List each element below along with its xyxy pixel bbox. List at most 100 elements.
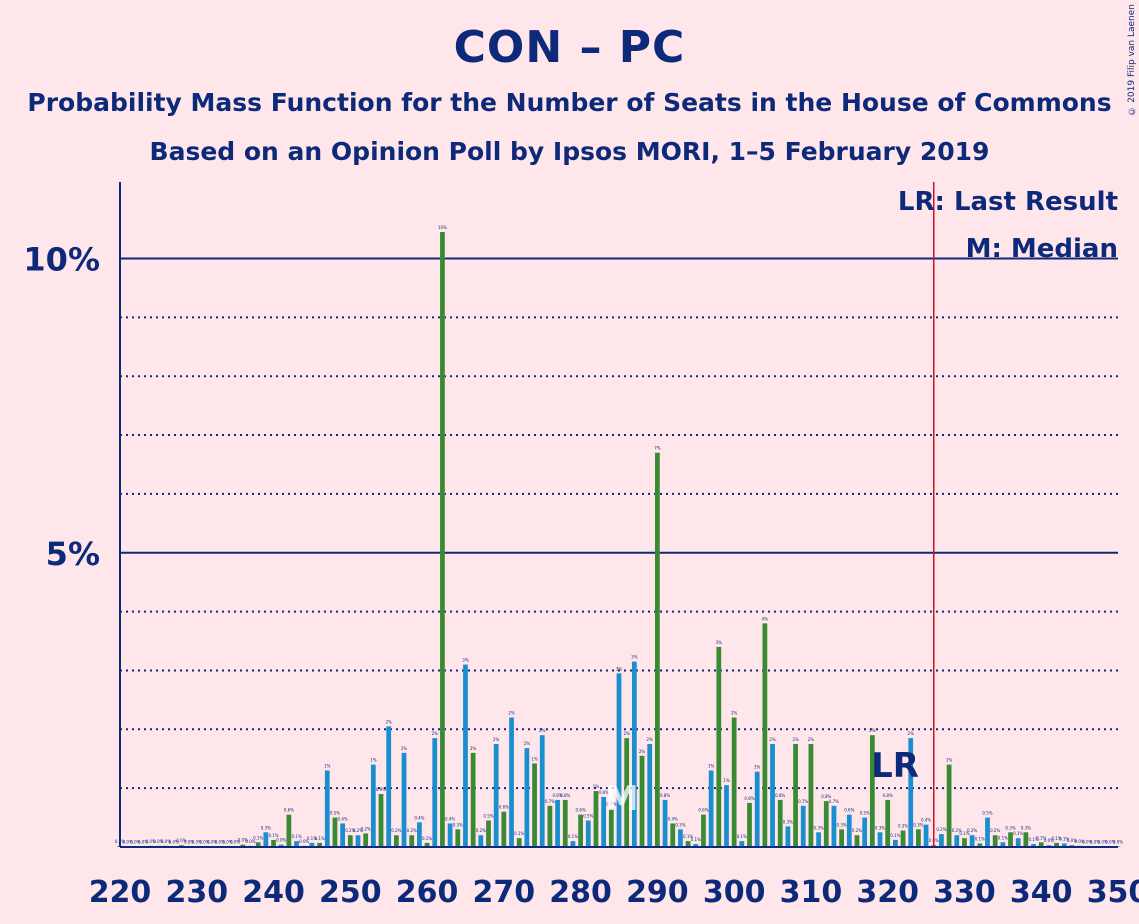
x-tick-label: 300 xyxy=(703,875,766,910)
bar-seat-240 xyxy=(271,839,276,847)
bar-seat-318 xyxy=(869,735,875,847)
bar-value-label: 2% xyxy=(731,711,738,716)
bar-value-label: 0.2% xyxy=(967,828,977,833)
bar-seat-277 xyxy=(555,799,560,847)
chart-title: CON – PC xyxy=(453,22,686,73)
bar-value-label: 0.0% xyxy=(1067,838,1077,843)
bar-seat-280 xyxy=(578,814,583,847)
bar-value-label: 0.1% xyxy=(307,836,317,841)
bar-value-label: 0.3% xyxy=(261,825,271,830)
bar-seat-253 xyxy=(370,764,376,847)
bar-value-label: 2% xyxy=(769,737,776,742)
bar-value-label: 0.2% xyxy=(952,828,962,833)
x-tick-label: 280 xyxy=(549,875,612,910)
bar-value-label: 0.1% xyxy=(1059,836,1069,841)
bar-value-label: 0.1% xyxy=(1036,835,1046,840)
bar-seat-334 xyxy=(992,835,998,847)
bar-seat-236 xyxy=(240,844,246,847)
bar-seat-300 xyxy=(731,717,737,847)
bar-seat-281 xyxy=(585,820,591,847)
bar-seat-320 xyxy=(885,799,891,847)
bar-value-label: 2% xyxy=(508,711,515,716)
x-tick-label: 320 xyxy=(856,875,919,910)
bar-seat-246 xyxy=(317,842,322,847)
bar-value-label: 0.8% xyxy=(660,793,670,798)
bar-seat-260 xyxy=(424,842,430,847)
x-tick-label: 330 xyxy=(933,875,996,910)
bar-seat-243 xyxy=(294,841,299,847)
bar-value-label: 0.9% xyxy=(376,787,386,792)
bar-seat-316 xyxy=(854,835,860,847)
last-result-label: LR xyxy=(871,746,919,786)
bar-value-label: 0.6% xyxy=(844,808,854,813)
bar-seat-273 xyxy=(524,748,530,847)
bar-value-label: 0.3% xyxy=(875,825,885,830)
bar-value-label: 0.1% xyxy=(975,836,985,841)
bar-value-label: 0.5% xyxy=(583,814,593,819)
bar-value-label: 2% xyxy=(623,731,630,736)
bar-value-label: 2% xyxy=(647,737,654,742)
bar-value-label: 0.7% xyxy=(829,799,839,804)
bar-seat-263 xyxy=(447,823,453,847)
x-tick-label: 260 xyxy=(396,875,459,910)
bar-value-label: 2% xyxy=(401,746,408,751)
bar-seat-296 xyxy=(701,814,706,847)
bar-value-label: 0.1% xyxy=(1051,836,1061,841)
legend-median: M: Median xyxy=(966,234,1118,264)
bar-value-label: 0.5% xyxy=(330,811,340,816)
bar-seat-319 xyxy=(877,832,883,847)
bar-value-label: 0.1% xyxy=(959,831,969,836)
x-tick-label: 220 xyxy=(89,875,152,910)
bar-value-label: 0.0% xyxy=(199,839,209,844)
bar-value-label: 0.0% xyxy=(1090,839,1100,844)
bar-seat-307 xyxy=(785,826,791,847)
bar-seat-275 xyxy=(539,735,545,847)
bar-seat-322 xyxy=(900,830,906,847)
bar-seat-285 xyxy=(616,673,622,847)
y-tick-label: 10% xyxy=(23,241,100,279)
bar-value-label: 0.0% xyxy=(1082,839,1092,844)
chart-subtitle-poll: Based on an Opinion Poll by Ipsos MORI, … xyxy=(149,137,990,166)
bar-value-label: 0.8% xyxy=(560,793,570,798)
bar-seat-336 xyxy=(1008,832,1013,847)
bar-seat-247 xyxy=(324,770,330,847)
bar-value-label: 2% xyxy=(792,737,799,742)
bar-value-label: 0.4% xyxy=(668,816,678,821)
x-tick-label: 350 xyxy=(1087,875,1139,910)
bar-value-label: 0.0% xyxy=(1113,839,1123,844)
bar-seat-282 xyxy=(593,791,599,847)
bar-value-label: 0.1% xyxy=(890,833,900,838)
y-tick-label: 5% xyxy=(46,535,100,573)
bar-value-label: 1% xyxy=(370,758,377,763)
bar-value-label: 0.0% xyxy=(238,838,248,843)
bar-seat-259 xyxy=(417,822,422,847)
bar-value-label: 0.8% xyxy=(775,793,785,798)
bar-value-label: 0.0% xyxy=(207,839,217,844)
bar-value-label: 0.4% xyxy=(338,816,348,821)
bar-seat-283 xyxy=(601,796,607,847)
bar-value-label: 0.7% xyxy=(545,799,555,804)
bar-seat-256 xyxy=(393,835,399,847)
bar-seat-284 xyxy=(608,808,614,847)
bar-value-label: 2% xyxy=(639,749,646,754)
bar-value-label: 0.0% xyxy=(123,839,133,844)
bar-seat-340 xyxy=(1038,842,1044,847)
bar-value-label: 0.5% xyxy=(982,811,992,816)
bar-seat-302 xyxy=(747,802,752,847)
bar-seat-266 xyxy=(470,752,476,847)
bar-seat-270 xyxy=(501,811,507,847)
bar-seat-250 xyxy=(347,835,353,847)
bar-value-label: 0.0% xyxy=(153,839,163,844)
bar-value-label: 0.7% xyxy=(606,802,616,807)
bar-value-label: 0.2% xyxy=(936,827,946,832)
bar-value-label: 0.3% xyxy=(898,824,908,829)
bar-value-label: 0.0% xyxy=(245,839,255,844)
bar-value-label: 3% xyxy=(462,658,469,663)
bar-value-label: 0.0% xyxy=(1105,839,1115,844)
bar-seat-294 xyxy=(685,841,691,847)
bar-value-label: 0.3% xyxy=(453,822,463,827)
bar-value-label: 0.3% xyxy=(1021,825,1031,830)
x-tick-label: 290 xyxy=(626,875,689,910)
bar-seat-303 xyxy=(754,771,760,847)
x-tick-label: 240 xyxy=(242,875,305,910)
